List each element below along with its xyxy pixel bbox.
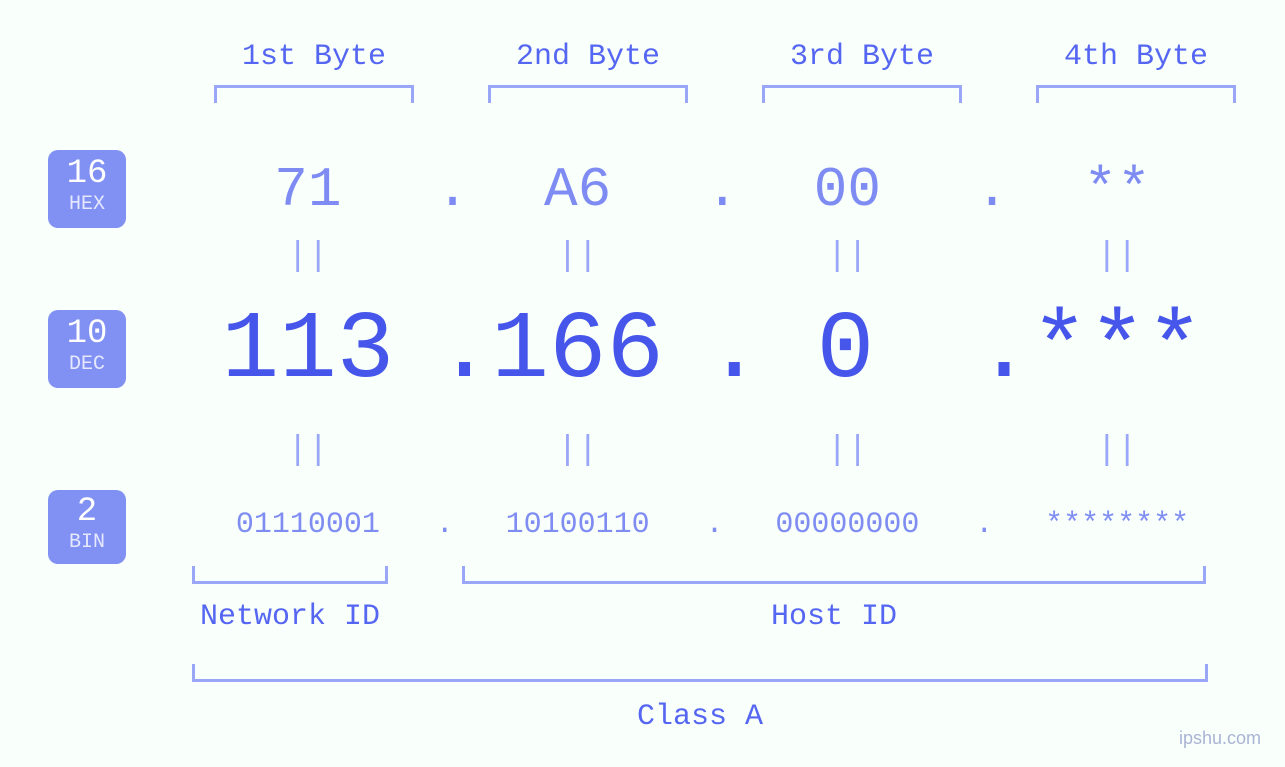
equals-glyph: ||	[180, 238, 436, 276]
hex-byte-2: A6	[450, 158, 706, 222]
base-number: 2	[48, 494, 126, 530]
equals-glyph: ||	[719, 238, 975, 276]
dec-byte-2: 166	[450, 296, 706, 405]
byte-header-4: 4th Byte	[1006, 40, 1266, 74]
bin-byte-2: 10100110	[450, 508, 706, 542]
dot-separator: .	[436, 158, 450, 222]
equals-glyph: ||	[719, 432, 975, 470]
dec-byte-4: ***	[989, 296, 1245, 405]
dec-byte-3: 0	[720, 296, 976, 405]
byte-bracket-3	[762, 85, 962, 103]
base-label: BIN	[48, 532, 126, 554]
base-label: HEX	[48, 194, 126, 216]
base-badge-hex: 16 HEX	[48, 150, 126, 228]
class-label: Class A	[192, 700, 1208, 734]
hex-row: 71 . A6 . 00 . **	[180, 150, 1245, 230]
byte-bracket-2	[488, 85, 688, 103]
bin-byte-1: 01110001	[180, 508, 436, 542]
class-bracket	[192, 664, 1208, 682]
dot-separator: .	[706, 296, 720, 405]
host-id-label: Host ID	[462, 600, 1206, 634]
dot-separator: .	[706, 508, 720, 542]
base-badge-dec: 10 DEC	[48, 310, 126, 388]
equals-glyph: ||	[180, 432, 436, 470]
bin-byte-3: 00000000	[720, 508, 976, 542]
dot-separator: .	[975, 508, 989, 542]
dot-separator: .	[975, 296, 989, 405]
ip-breakdown-diagram: 1st Byte 2nd Byte 3rd Byte 4th Byte 16 H…	[0, 0, 1285, 767]
dot-separator: .	[436, 296, 450, 405]
equals-row-dec-bin: || . || . || . ||	[180, 432, 1245, 470]
bin-row: 01110001 . 10100110 . 00000000 . *******…	[180, 495, 1245, 555]
equals-glyph: ||	[989, 238, 1245, 276]
base-number: 16	[48, 156, 126, 192]
dec-byte-1: 113	[180, 296, 436, 405]
byte-header-1: 1st Byte	[184, 40, 444, 74]
base-label: DEC	[48, 354, 126, 376]
host-id-bracket	[462, 566, 1206, 584]
network-id-bracket	[192, 566, 388, 584]
base-number: 10	[48, 316, 126, 352]
network-id-label: Network ID	[192, 600, 388, 634]
dec-row: 113 . 166 . 0 . ***	[180, 295, 1245, 405]
dot-separator: .	[975, 158, 989, 222]
byte-bracket-4	[1036, 85, 1236, 103]
equals-row-hex-dec: || . || . || . ||	[180, 238, 1245, 276]
byte-header-2: 2nd Byte	[458, 40, 718, 74]
bin-byte-4: ********	[989, 508, 1245, 542]
equals-glyph: ||	[989, 432, 1245, 470]
hex-byte-4: **	[989, 158, 1245, 222]
byte-header-3: 3rd Byte	[732, 40, 992, 74]
equals-glyph: ||	[450, 238, 706, 276]
base-badge-bin: 2 BIN	[48, 490, 126, 564]
dot-separator: .	[436, 508, 450, 542]
dot-separator: .	[706, 158, 720, 222]
hex-byte-3: 00	[720, 158, 976, 222]
equals-glyph: ||	[450, 432, 706, 470]
watermark: ipshu.com	[1179, 728, 1261, 749]
hex-byte-1: 71	[180, 158, 436, 222]
byte-bracket-1	[214, 85, 414, 103]
